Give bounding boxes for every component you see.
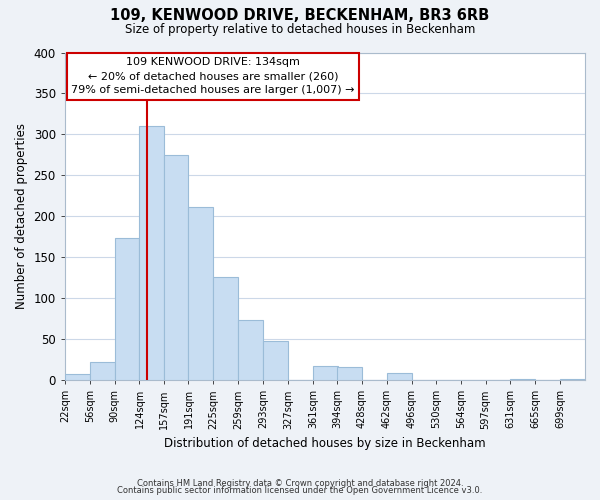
Bar xyxy=(560,378,585,380)
Bar xyxy=(139,126,164,380)
Text: Contains HM Land Registry data © Crown copyright and database right 2024.: Contains HM Land Registry data © Crown c… xyxy=(137,478,463,488)
Text: Contains public sector information licensed under the Open Government Licence v3: Contains public sector information licen… xyxy=(118,486,482,495)
Bar xyxy=(238,320,263,380)
Bar xyxy=(65,374,90,380)
Bar xyxy=(263,341,288,380)
Bar xyxy=(115,238,139,380)
Text: Size of property relative to detached houses in Beckenham: Size of property relative to detached ho… xyxy=(125,22,475,36)
Y-axis label: Number of detached properties: Number of detached properties xyxy=(15,124,28,310)
Bar xyxy=(164,155,188,380)
Bar xyxy=(511,378,535,380)
Bar xyxy=(313,366,338,380)
Text: 109 KENWOOD DRIVE: 134sqm
← 20% of detached houses are smaller (260)
79% of semi: 109 KENWOOD DRIVE: 134sqm ← 20% of detac… xyxy=(71,58,355,96)
Bar xyxy=(214,277,238,380)
X-axis label: Distribution of detached houses by size in Beckenham: Distribution of detached houses by size … xyxy=(164,437,486,450)
Bar xyxy=(188,208,214,380)
Bar xyxy=(90,362,115,380)
Bar xyxy=(387,373,412,380)
Text: 109, KENWOOD DRIVE, BECKENHAM, BR3 6RB: 109, KENWOOD DRIVE, BECKENHAM, BR3 6RB xyxy=(110,8,490,22)
Bar xyxy=(337,367,362,380)
